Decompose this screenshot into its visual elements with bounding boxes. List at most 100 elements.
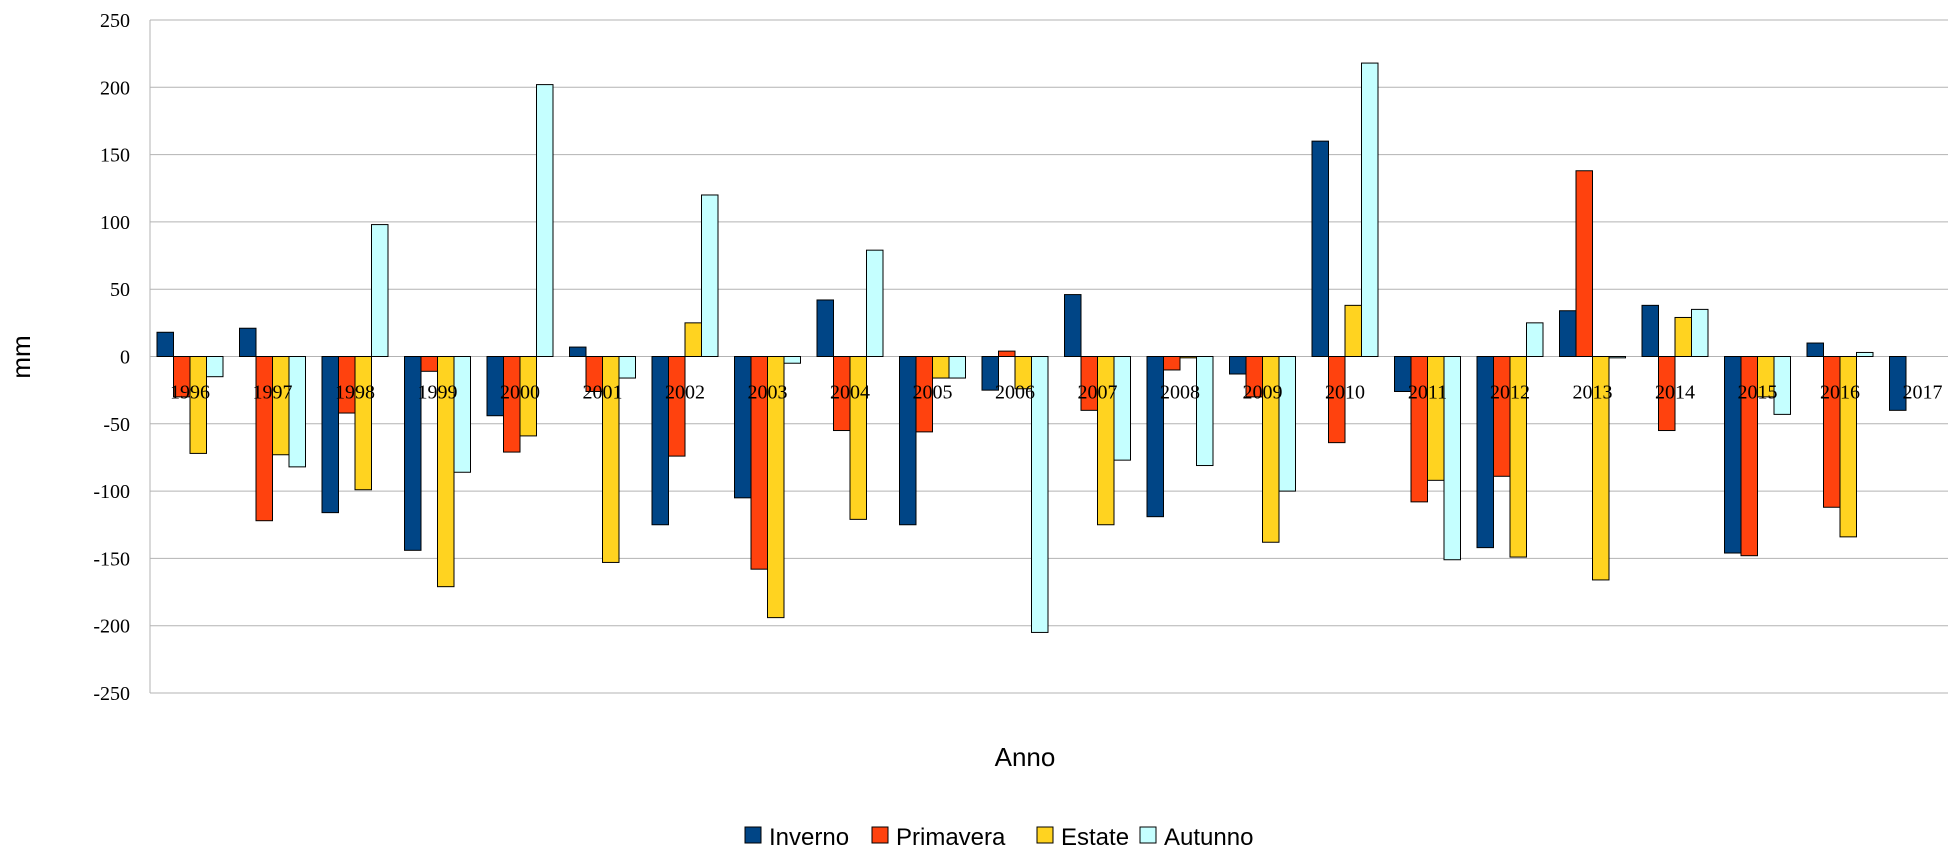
bar-inverno-1996 [156, 331, 174, 358]
bar-autunno-2016 [1856, 351, 1874, 358]
legend-swatch [871, 826, 889, 844]
y-axis-title: mm [6, 335, 36, 378]
y-tick-label: 0 [120, 347, 130, 369]
legend-item-primavera: Primavera [871, 824, 1006, 850]
bar-autunno-2009 [1278, 356, 1296, 492]
x-tick-label: 2008 [1160, 382, 1200, 404]
bar-autunno-1996 [206, 356, 224, 378]
legend-label: Inverno [769, 824, 849, 850]
x-tick-label: 1997 [253, 382, 293, 404]
bar-estate-2004 [849, 356, 867, 520]
bar-primavera-2008 [1163, 356, 1181, 371]
y-tick-label: -100 [93, 481, 130, 503]
y-tick-label: 150 [100, 145, 130, 167]
x-tick-label: 2007 [1078, 382, 1118, 404]
bar-inverno-1998 [321, 356, 339, 514]
bar-inverno-2005 [899, 356, 917, 526]
y-tick-label: 250 [100, 10, 130, 32]
x-tick-label: 2015 [1738, 382, 1778, 404]
x-tick-label: 2012 [1490, 382, 1530, 404]
x-tick-label: 2002 [665, 382, 705, 404]
bar-inverno-2009 [1229, 356, 1247, 375]
legend-swatch [744, 826, 762, 844]
x-tick-label: 2003 [748, 382, 788, 404]
x-tick-label: 1998 [335, 382, 375, 404]
legend-item-inverno: Inverno [744, 824, 849, 850]
legend-label: Primavera [896, 824, 1006, 850]
bar-primavera-2012 [1493, 356, 1511, 477]
bar-primavera-2005 [915, 356, 933, 433]
y-tick-label: -50 [103, 414, 130, 436]
bar-autunno-2004 [866, 249, 884, 357]
x-tick-label: 2014 [1655, 382, 1695, 404]
bar-estate-2003 [767, 356, 785, 619]
bar-autunno-1997 [288, 356, 306, 468]
bar-inverno-2001 [569, 346, 587, 358]
bar-estate-1997 [272, 356, 290, 456]
bars [156, 62, 1907, 633]
bar-autunno-2012 [1526, 322, 1544, 358]
x-tick-label: 2011 [1408, 382, 1447, 404]
bar-inverno-2016 [1806, 342, 1824, 358]
bar-primavera-1999 [420, 356, 438, 372]
bar-primavera-2014 [1658, 356, 1676, 432]
bar-primavera-2016 [1823, 356, 1841, 508]
bar-primavera-2002 [668, 356, 686, 457]
bar-autunno-2008 [1196, 356, 1214, 467]
bar-inverno-2017 [1889, 356, 1907, 411]
bar-inverno-2006 [981, 356, 999, 391]
x-tick-label: 2013 [1573, 382, 1613, 404]
bar-estate-2002 [684, 322, 702, 358]
legend-swatch [1036, 826, 1054, 844]
y-tick-label: -250 [93, 683, 130, 705]
bar-autunno-2002 [701, 194, 719, 357]
bar-autunno-1998 [371, 224, 389, 357]
bar-inverno-2013 [1559, 310, 1577, 357]
bar-estate-2012 [1509, 356, 1527, 558]
x-tick-label: 2006 [995, 382, 1035, 404]
bar-primavera-2010 [1328, 356, 1346, 444]
y-tick-label: -150 [93, 548, 130, 570]
bar-inverno-2003 [734, 356, 752, 499]
bar-inverno-2014 [1641, 304, 1659, 357]
x-tick-label: 2005 [913, 382, 953, 404]
legend-swatch [1139, 826, 1157, 844]
bar-autunno-2006 [1031, 356, 1049, 633]
x-tick-label: 2017 [1903, 382, 1943, 404]
x-tick-label: 1999 [418, 382, 458, 404]
y-tick-labels: 250 200 150 100 50 0 -50 -100 -150 -200 -250 [93, 10, 130, 705]
x-tick-label: 1996 [170, 382, 210, 404]
bar-estate-2014 [1674, 316, 1692, 358]
bar-estate-2005 [932, 356, 950, 379]
bar-inverno-2004 [816, 299, 834, 357]
bar-estate-1998 [354, 356, 372, 491]
x-tick-label: 2016 [1820, 382, 1860, 404]
bar-inverno-2010 [1311, 140, 1329, 357]
bar-estate-2016 [1839, 356, 1857, 538]
legend-item-estate: Estate [1036, 824, 1129, 850]
x-axis-title: Anno [995, 742, 1056, 772]
bar-primavera-2006 [998, 350, 1016, 357]
bar-inverno-1997 [239, 327, 257, 358]
bar-autunno-2013 [1608, 356, 1626, 359]
legend-label: Autunno [1164, 824, 1253, 850]
legend-label: Estate [1061, 824, 1129, 850]
bar-primavera-2013 [1575, 170, 1593, 357]
bar-autunno-2001 [618, 356, 636, 379]
bar-primavera-2000 [503, 356, 521, 453]
bar-estate-2010 [1344, 304, 1362, 357]
x-tick-label: 2009 [1243, 382, 1283, 404]
bar-primavera-2011 [1410, 356, 1428, 503]
y-tick-label: 50 [110, 279, 130, 301]
y-tick-label: -200 [93, 616, 130, 638]
bar-autunno-2011 [1443, 356, 1461, 561]
bar-autunno-2005 [948, 356, 966, 379]
bar-inverno-2008 [1146, 356, 1164, 518]
x-tick-label: 2010 [1325, 382, 1365, 404]
bar-estate-2008 [1179, 356, 1197, 359]
bar-estate-1996 [189, 356, 207, 454]
bar-autunno-2003 [783, 356, 801, 364]
y-tick-label: 200 [100, 77, 130, 99]
bar-autunno-2015 [1773, 356, 1791, 415]
